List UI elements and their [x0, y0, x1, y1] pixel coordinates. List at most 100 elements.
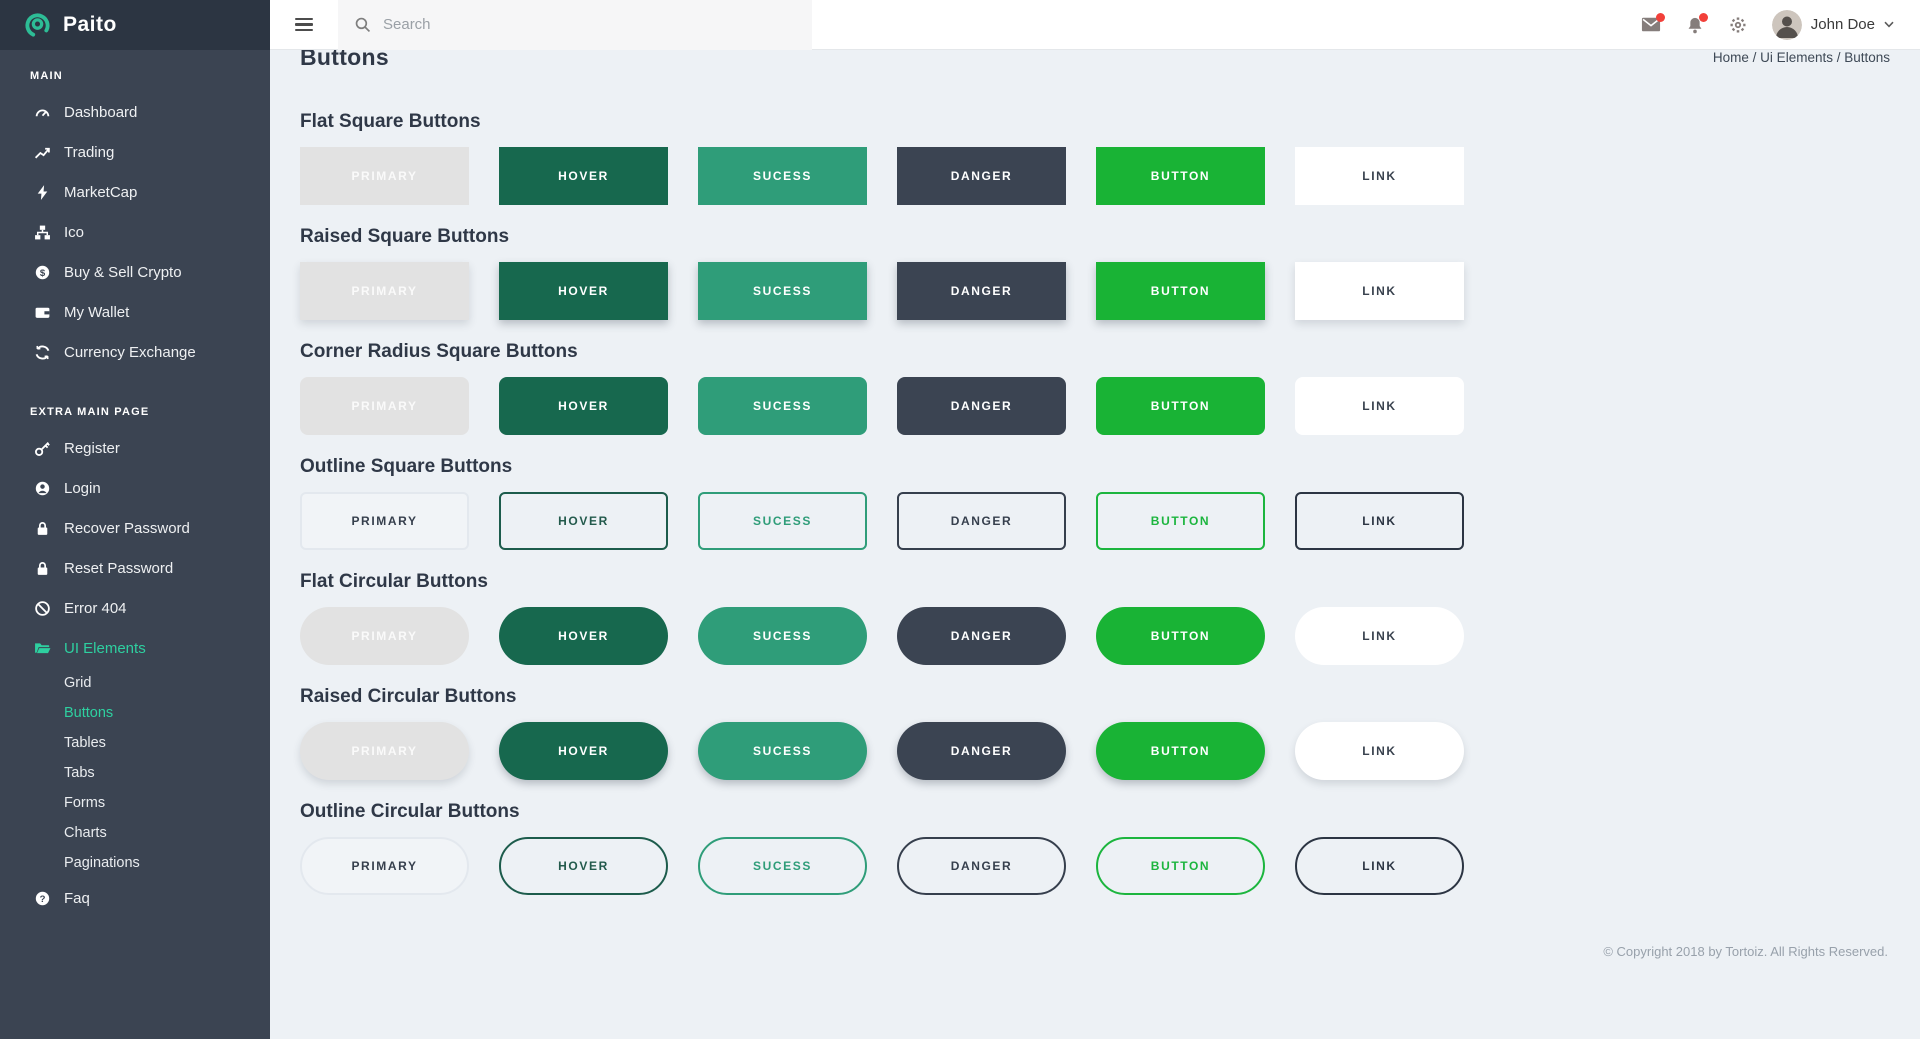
- sidebar-item-trading[interactable]: Trading: [0, 132, 270, 172]
- primary-button[interactable]: PRIMARY: [300, 837, 469, 895]
- question-circle-icon: ?: [33, 890, 51, 907]
- exchange-arrows-icon: [33, 344, 51, 361]
- top-header: John Doe: [270, 0, 1920, 50]
- notifications-button[interactable]: [1686, 12, 1708, 34]
- hover-button[interactable]: HOVER: [499, 722, 668, 780]
- sidebar-subitem-label: Tables: [64, 735, 106, 751]
- sidebar-subitem-label: Charts: [64, 825, 107, 841]
- sidebar-subitem-grid[interactable]: Grid: [0, 668, 270, 698]
- button-button[interactable]: BUTTON: [1096, 837, 1265, 895]
- sidebar-subitem-label: Buttons: [64, 705, 114, 721]
- messages-button[interactable]: [1641, 13, 1665, 33]
- sidebar: Paito MAIN Dashboard Trading MarketCap: [0, 0, 270, 1039]
- primary-button[interactable]: PRIMARY: [300, 492, 469, 550]
- brand[interactable]: Paito: [0, 0, 270, 50]
- gear-icon: [1729, 16, 1747, 34]
- search-input[interactable]: [383, 16, 783, 33]
- link-button[interactable]: LINK: [1295, 837, 1464, 895]
- sidebar-item-marketcap[interactable]: MarketCap: [0, 172, 270, 212]
- hover-button[interactable]: HOVER: [499, 492, 668, 550]
- success-button[interactable]: SUCESS: [698, 722, 867, 780]
- link-button[interactable]: LINK: [1295, 722, 1464, 780]
- sidebar-subitem-label: Paginations: [64, 855, 140, 871]
- sidebar-item-register[interactable]: Register: [0, 428, 270, 468]
- danger-button[interactable]: DANGER: [897, 492, 1066, 550]
- sidebar-item-login[interactable]: Login: [0, 468, 270, 508]
- link-button[interactable]: LINK: [1295, 147, 1464, 205]
- hover-button[interactable]: HOVER: [499, 377, 668, 435]
- hover-button[interactable]: HOVER: [499, 607, 668, 665]
- success-button[interactable]: SUCESS: [698, 147, 867, 205]
- footer-copyright: © Copyright 2018 by Tortoiz. All Rights …: [1603, 944, 1888, 959]
- link-button[interactable]: LINK: [1295, 492, 1464, 550]
- primary-button[interactable]: PRIMARY: [300, 147, 469, 205]
- sidebar-item-label: MarketCap: [64, 183, 138, 201]
- sidebar-subitem-tables[interactable]: Tables: [0, 728, 270, 758]
- svg-text:?: ?: [39, 893, 45, 904]
- button-button[interactable]: BUTTON: [1096, 147, 1265, 205]
- primary-button[interactable]: PRIMARY: [300, 607, 469, 665]
- hover-button[interactable]: HOVER: [499, 837, 668, 895]
- link-button[interactable]: LINK: [1295, 377, 1464, 435]
- sidebar-item-label: Faq: [64, 889, 90, 907]
- sidebar-item-ico[interactable]: Ico: [0, 212, 270, 252]
- sidebar-item-ui-elements[interactable]: UI Elements: [0, 628, 270, 668]
- settings-button[interactable]: [1729, 16, 1747, 34]
- link-button[interactable]: LINK: [1295, 607, 1464, 665]
- sidebar-item-reset-password[interactable]: Reset Password: [0, 548, 270, 588]
- button-button[interactable]: BUTTON: [1096, 607, 1265, 665]
- link-button[interactable]: LINK: [1295, 262, 1464, 320]
- success-button[interactable]: SUCESS: [698, 607, 867, 665]
- section-corner-radius-square: Corner Radius Square Buttons PRIMARY HOV…: [300, 341, 1890, 435]
- user-menu[interactable]: John Doe: [1771, 9, 1894, 40]
- primary-button[interactable]: PRIMARY: [300, 262, 469, 320]
- primary-button[interactable]: PRIMARY: [300, 722, 469, 780]
- danger-button[interactable]: DANGER: [897, 262, 1066, 320]
- hover-button[interactable]: HOVER: [499, 147, 668, 205]
- hamburger-icon: [295, 17, 313, 21]
- section-outline-square: Outline Square Buttons PRIMARY HOVER SUC…: [300, 456, 1890, 550]
- success-button[interactable]: SUCESS: [698, 262, 867, 320]
- danger-button[interactable]: DANGER: [897, 607, 1066, 665]
- envelope-icon: [1641, 16, 1661, 33]
- sidebar-subitem-forms[interactable]: Forms: [0, 788, 270, 818]
- success-button[interactable]: SUCESS: [698, 492, 867, 550]
- button-row: PRIMARY HOVER SUCESS DANGER BUTTON LINK: [300, 607, 1890, 665]
- folder-open-icon: [33, 640, 51, 657]
- header-actions: John Doe: [1641, 9, 1920, 40]
- sidebar-subitem-paginations[interactable]: Paginations: [0, 848, 270, 878]
- button-button[interactable]: BUTTON: [1096, 722, 1265, 780]
- button-button[interactable]: BUTTON: [1096, 262, 1265, 320]
- hover-button[interactable]: HOVER: [499, 262, 668, 320]
- section-flat-circular: Flat Circular Buttons PRIMARY HOVER SUCE…: [300, 571, 1890, 665]
- sidebar-subitem-tabs[interactable]: Tabs: [0, 758, 270, 788]
- button-row: PRIMARY HOVER SUCESS DANGER BUTTON LINK: [300, 147, 1890, 205]
- sidebar-item-faq[interactable]: ? Faq: [0, 878, 270, 918]
- sidebar-item-recover-password[interactable]: Recover Password: [0, 508, 270, 548]
- sidebar-subitem-charts[interactable]: Charts: [0, 818, 270, 848]
- section-title: Raised Circular Buttons: [300, 686, 517, 707]
- success-button[interactable]: SUCESS: [698, 837, 867, 895]
- nav-section-label-main: MAIN: [30, 70, 63, 82]
- bolt-icon: [33, 184, 51, 201]
- sidebar-item-my-wallet[interactable]: My Wallet: [0, 292, 270, 332]
- sidebar-item-error-404[interactable]: Error 404: [0, 588, 270, 628]
- search-box[interactable]: [338, 0, 812, 50]
- sidebar-subitem-buttons[interactable]: Buttons: [0, 698, 270, 728]
- svg-text:$: $: [39, 267, 45, 278]
- success-button[interactable]: SUCESS: [698, 377, 867, 435]
- sidebar-item-buy-sell-crypto[interactable]: $ Buy & Sell Crypto: [0, 252, 270, 292]
- danger-button[interactable]: DANGER: [897, 377, 1066, 435]
- button-button[interactable]: BUTTON: [1096, 492, 1265, 550]
- primary-button[interactable]: PRIMARY: [300, 377, 469, 435]
- breadcrumb[interactable]: Home / Ui Elements / Buttons: [1712, 50, 1890, 65]
- danger-button[interactable]: DANGER: [897, 837, 1066, 895]
- sidebar-item-currency-exchange[interactable]: Currency Exchange: [0, 332, 270, 372]
- danger-button[interactable]: DANGER: [897, 722, 1066, 780]
- menu-toggle-button[interactable]: [270, 0, 338, 50]
- section-flat-square: Flat Square Buttons PRIMARY HOVER SUCESS…: [300, 111, 1890, 205]
- button-row: PRIMARY HOVER SUCESS DANGER BUTTON LINK: [300, 377, 1890, 435]
- danger-button[interactable]: DANGER: [897, 147, 1066, 205]
- sidebar-item-dashboard[interactable]: Dashboard: [0, 92, 270, 132]
- button-button[interactable]: BUTTON: [1096, 377, 1265, 435]
